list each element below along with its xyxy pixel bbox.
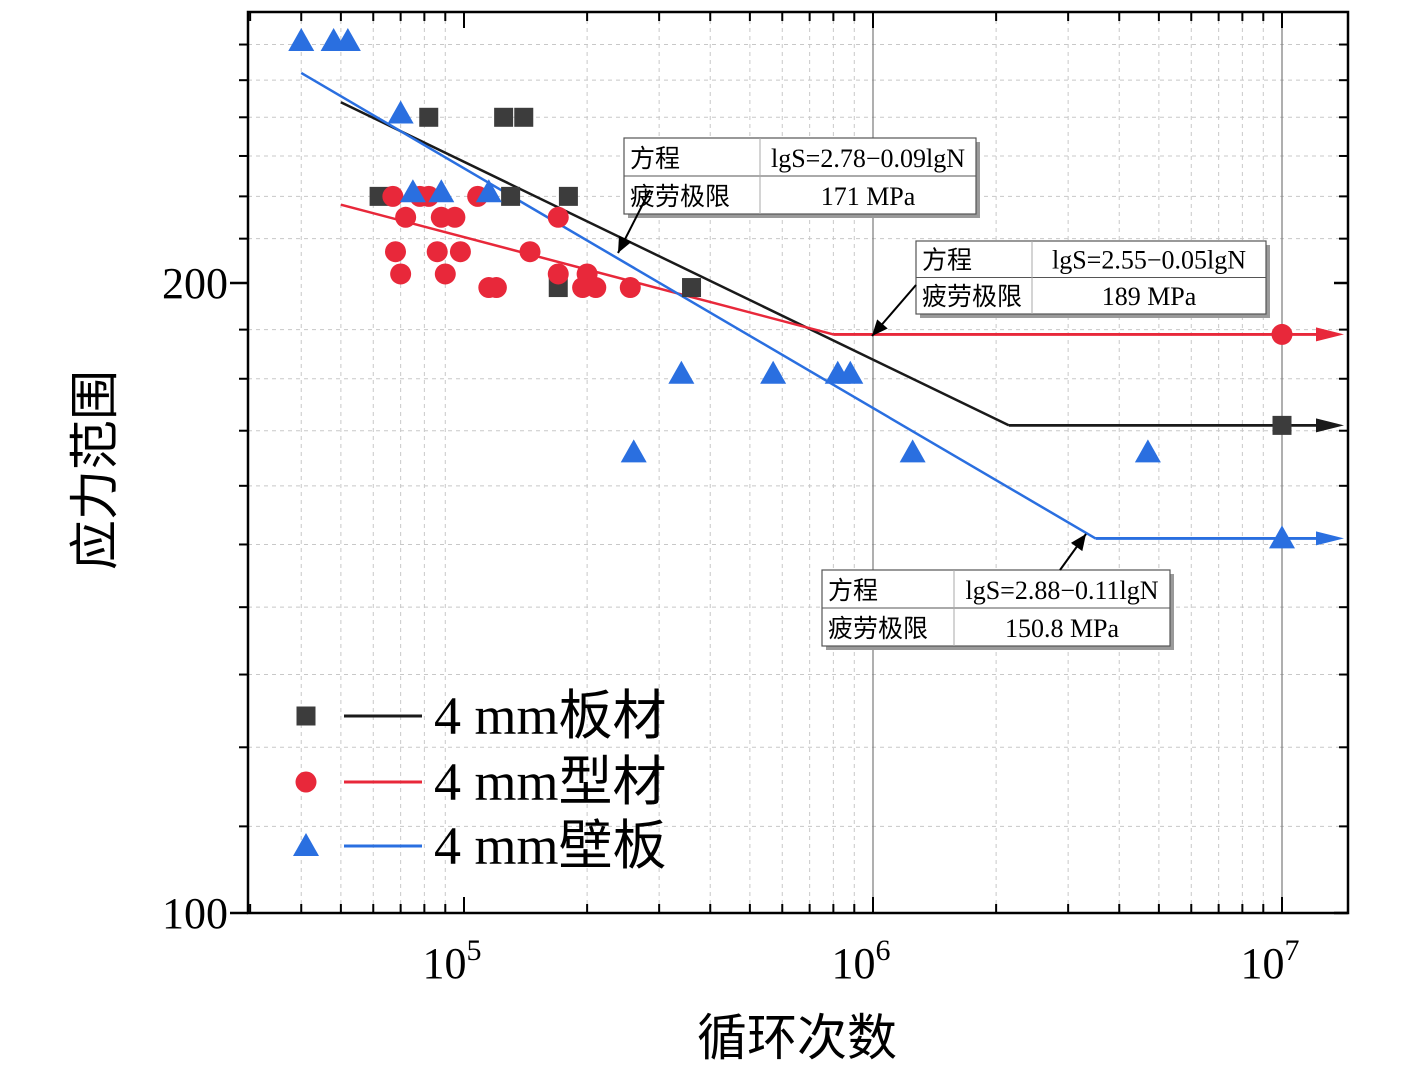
y-tick-label: 200 (162, 259, 228, 308)
annotation-eq-label: 方程 (828, 576, 878, 605)
legend-marker (295, 771, 317, 793)
annotation-limit-value: 150.8 MPa (1005, 614, 1120, 643)
data-point-series-3 (428, 179, 455, 203)
annotation-boxes: 方程 lgS=2.78−0.09lgN 疲劳极限 171 MPa 方程 lgS=2.55−… (617, 137, 1270, 650)
x-tick-exponent: 5 (467, 934, 482, 967)
legend-item-2: 4 mm型材 (295, 752, 667, 812)
runout-arrow-3 (1316, 531, 1344, 546)
annotation-box-1: 方程 lgS=2.78−0.09lgN 疲劳极限 171 MPa (617, 137, 980, 254)
x-tick-exponent: 6 (876, 934, 891, 967)
data-point-series-1 (558, 186, 578, 206)
x-tick-label: 107 (1241, 934, 1300, 988)
data-point-series-2 (390, 263, 412, 285)
annotation-arrow-head (618, 235, 632, 253)
legend-marker (296, 706, 316, 726)
plot-frame (246, 10, 1350, 915)
x-tick-label: 105 (423, 934, 482, 988)
data-point-series-2 (426, 241, 448, 263)
legend-item-3: 4 mm壁板 (293, 816, 667, 876)
x-tick-exponent: 7 (1285, 934, 1300, 967)
annotation-eq-value: lgS=2.55−0.05lgN (1052, 246, 1246, 275)
legend-label: 4 mm板材 (434, 686, 667, 746)
data-point-series-2 (547, 263, 569, 285)
data-points (288, 28, 1295, 549)
fit-line-1 (340, 101, 1010, 427)
data-point-series-2 (519, 241, 541, 263)
x-tick-base: 10 (423, 939, 467, 988)
data-point-series-1 (494, 107, 514, 127)
data-point-series-3 (837, 360, 864, 384)
annotation-limit-label: 疲劳极限 (630, 182, 730, 211)
data-point-series-3 (387, 100, 414, 124)
data-point-series-2 (434, 263, 456, 285)
data-point-series-1 (1272, 415, 1292, 435)
data-point-series-3 (899, 439, 926, 463)
x-tick-label: 106 (832, 934, 891, 988)
data-point-series-3 (1269, 525, 1295, 549)
annotation-box-2: 方程 lgS=2.55−0.05lgN 疲劳极限 189 MPa (871, 240, 1270, 337)
runout-arrow-1 (1316, 418, 1344, 433)
data-point-series-2 (384, 241, 406, 263)
annotation-arrow-head (1070, 534, 1086, 552)
data-point-series-3 (668, 360, 695, 384)
legend-label: 4 mm型材 (434, 752, 667, 812)
x-axis-title: 循环次数 (697, 1009, 897, 1067)
data-point-series-3 (760, 360, 787, 384)
y-tick-label: 100 (162, 889, 228, 938)
grid (248, 12, 1348, 913)
data-point-series-2 (485, 277, 507, 299)
legend-marker (293, 833, 319, 856)
data-point-series-3 (288, 28, 315, 52)
data-point-series-1 (682, 278, 702, 298)
annotation-eq-value: lgS=2.78−0.09lgN (771, 144, 965, 173)
annotation-arrow-head (872, 319, 888, 336)
data-point-series-3 (475, 179, 502, 203)
runout-arrow-2 (1316, 327, 1344, 342)
legend-label: 4 mm壁板 (434, 816, 667, 876)
data-point-series-1 (419, 107, 439, 127)
annotation-eq-value: lgS=2.88−0.11lgN (965, 576, 1158, 605)
data-point-series-2 (449, 241, 471, 263)
data-point-series-3 (399, 179, 426, 203)
plot-border (246, 10, 1350, 915)
data-point-series-2 (619, 277, 641, 299)
data-point-series-3 (334, 28, 361, 52)
annotation-box-3: 方程 lgS=2.88−0.11lgN 疲劳极限 150.8 MPa (821, 533, 1174, 650)
data-point-series-2 (585, 277, 607, 299)
data-point-series-2 (444, 206, 466, 228)
annotation-limit-label: 疲劳极限 (922, 282, 1022, 311)
annotation-limit-label: 疲劳极限 (828, 614, 928, 643)
data-point-series-3 (620, 439, 647, 463)
y-axis-title: 应力范围 (66, 370, 124, 570)
x-tick-base: 10 (832, 939, 876, 988)
data-point-series-2 (395, 206, 417, 228)
data-point-series-1 (501, 186, 521, 206)
annotation-limit-value: 189 MPa (1102, 282, 1197, 311)
legend-item-1: 4 mm板材 (296, 686, 667, 746)
data-point-series-2 (1271, 323, 1293, 345)
annotation-limit-value: 171 MPa (821, 182, 916, 211)
data-point-series-3 (1134, 439, 1161, 463)
data-point-series-1 (514, 107, 534, 127)
annotation-eq-label: 方程 (630, 144, 680, 173)
data-point-series-2 (382, 185, 404, 207)
fit-line-3 (300, 71, 1097, 540)
data-point-series-2 (547, 206, 569, 228)
x-tick-base: 10 (1241, 939, 1285, 988)
annotation-eq-label: 方程 (922, 246, 972, 275)
